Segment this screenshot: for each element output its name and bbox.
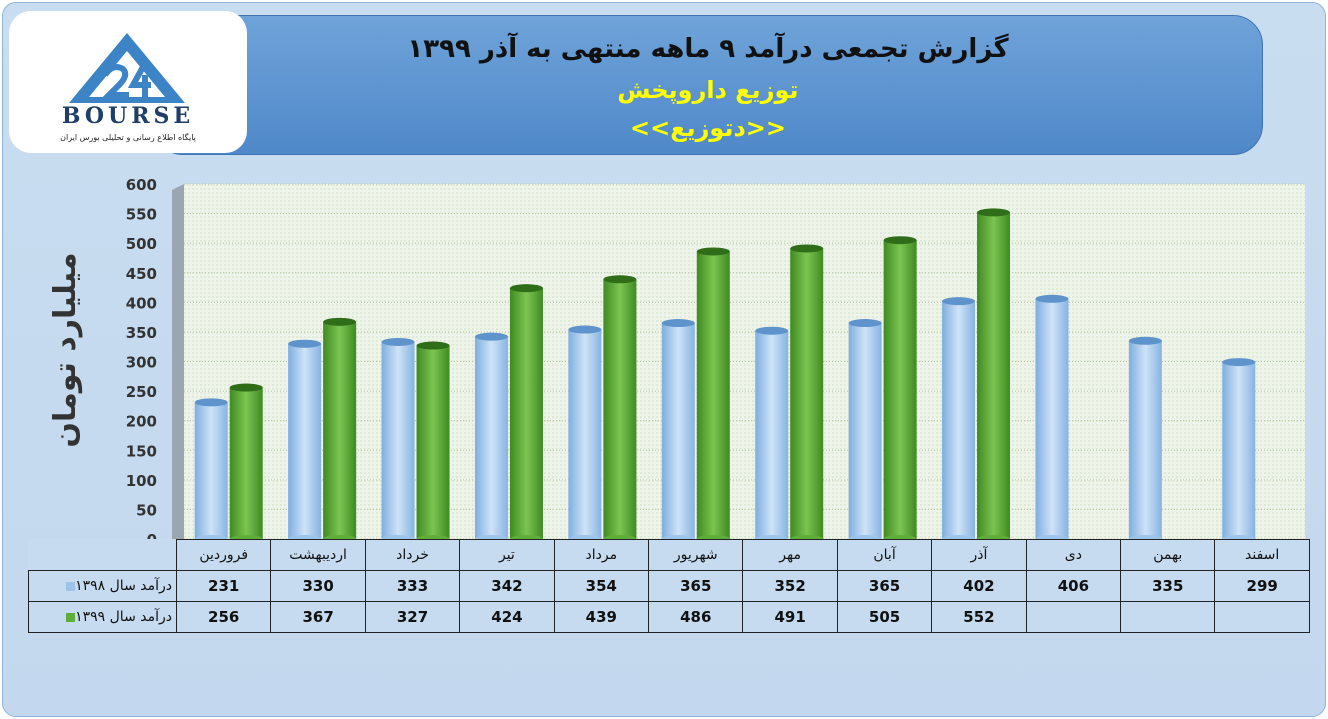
bourse24-logo: BOURSE پایگاه اطلاع رسانی و تحلیلی بورس … [9, 11, 247, 153]
table-value-cell: 231 [175, 570, 272, 602]
y-tick-label: 450 [126, 265, 157, 283]
table-value-cell: 342 [459, 570, 555, 602]
legend-label: درآمد سال ۱۳۹۹ [75, 609, 172, 625]
table-month-cell: اردیبهشت [270, 539, 366, 571]
table-value-cell: 256 [175, 601, 272, 633]
table-row-1399: درآمد سال ۱۳۹۹ 256 367 327 424 439 486 491 505 55… [28, 601, 1310, 633]
bar-1398 [1128, 336, 1162, 543]
y-tick-label: 550 [126, 206, 157, 224]
title-banner: گزارش تجمعی درآمد ۹ ماهه منتهی به آذر ۱۳… [153, 15, 1263, 155]
table-month-cell: آبان [836, 539, 933, 571]
ticker-symbol: <<دتوزیع>> [629, 114, 787, 142]
bar-1398 [661, 319, 695, 543]
bar-1398 [755, 326, 789, 543]
legend-entry: درآمد سال ۱۳۹۹ [28, 601, 177, 633]
legend-swatch [66, 581, 76, 591]
table-value-cell: 552 [931, 601, 1027, 633]
table-month-cell: شهریور [648, 539, 744, 571]
table-corner [28, 539, 177, 571]
bar-1398 [194, 398, 228, 543]
bar-1399 [883, 236, 917, 543]
bar-1399 [696, 247, 730, 543]
table-month-cell: مرداد [553, 539, 650, 571]
y-tick-label: 300 [126, 354, 157, 372]
legend-swatch [66, 612, 76, 622]
plot-side-wall [172, 184, 184, 545]
bar-1399 [229, 383, 263, 543]
bar-1398 [474, 332, 508, 543]
table-month-cell: آذر [931, 539, 1027, 571]
y-tick-label: 400 [126, 294, 157, 312]
table-month-cell: فروردین [175, 539, 272, 571]
y-tick-label: 100 [126, 472, 157, 490]
table-row-1398: درآمد سال ۱۳۹۸ 231 330 333 342 354 365 352 365 40… [28, 570, 1310, 602]
bar-1399 [603, 275, 637, 543]
table-value-cell [1120, 601, 1216, 633]
y-tick-label: 200 [126, 413, 157, 431]
table-value-cell: 505 [836, 601, 933, 633]
table-month-cell: بهمن [1120, 539, 1216, 571]
y-tick-label: 350 [126, 324, 157, 342]
table-value-cell: 365 [836, 570, 933, 602]
table-month-cell: تیر [459, 539, 555, 571]
table-value-cell: 424 [459, 601, 555, 633]
bar-1398 [942, 297, 976, 543]
y-tick-label: 50 [136, 501, 157, 519]
table-value-cell: 330 [270, 570, 366, 602]
table-value-cell [1025, 601, 1122, 633]
table-value-cell: 491 [742, 601, 838, 633]
table-month-cell: دی [1025, 539, 1122, 571]
table-value-cell: 352 [742, 570, 838, 602]
bar-1398 [1222, 358, 1256, 543]
bar-1399 [416, 341, 450, 543]
table-value-cell: 406 [1025, 570, 1122, 602]
table-row-months: فروردین اردیبهشت خرداد تیر مرداد شهریور مهر آبا… [28, 539, 1310, 571]
bar-1398 [1035, 294, 1069, 543]
logo-wordmark: BOURSE [61, 103, 195, 129]
table-month-cell: خرداد [364, 539, 461, 571]
logo-tagline: پایگاه اطلاع رسانی و تحلیلی بورس ایران [60, 133, 196, 142]
y-tick-label: 500 [126, 235, 157, 253]
legend-entry: درآمد سال ۱۳۹۸ [28, 570, 177, 602]
table-value-cell: 365 [648, 570, 744, 602]
bar-1398 [568, 325, 602, 543]
y-tick-label: 150 [126, 442, 157, 460]
bar-1398 [848, 319, 882, 543]
table-value-cell: 402 [931, 570, 1027, 602]
table-value-cell: 354 [553, 570, 650, 602]
chart-title: گزارش تجمعی درآمد ۹ ماهه منتهی به آذر ۱۳… [407, 34, 1009, 64]
table-value-cell: 327 [364, 601, 461, 633]
table-value-cell [1214, 601, 1310, 633]
table-value-cell: 486 [648, 601, 744, 633]
company-name: توزیع داروپخش [617, 76, 799, 104]
table-value-cell: 335 [1120, 570, 1216, 602]
table-value-cell: 439 [553, 601, 650, 633]
bar-1399 [977, 208, 1011, 543]
table-value-cell: 299 [1214, 570, 1310, 602]
logo-mark-icon [69, 33, 185, 103]
table-value-cell: 333 [364, 570, 461, 602]
table-value-cell: 367 [270, 601, 366, 633]
bar-1398 [381, 337, 415, 543]
y-tick-label: 600 [126, 176, 157, 194]
bar-1399 [323, 317, 357, 543]
bar-1399 [509, 284, 543, 543]
bar-1398 [288, 339, 322, 543]
table-month-cell: اسفند [1214, 539, 1310, 571]
data-table: فروردین اردیبهشت خرداد تیر مرداد شهریور مهر آبا… [28, 539, 1310, 633]
bar-1399 [790, 244, 824, 543]
y-tick-label: 250 [126, 383, 157, 401]
table-month-cell: مهر [742, 539, 838, 571]
legend-label: درآمد سال ۱۳۹۸ [75, 578, 172, 594]
